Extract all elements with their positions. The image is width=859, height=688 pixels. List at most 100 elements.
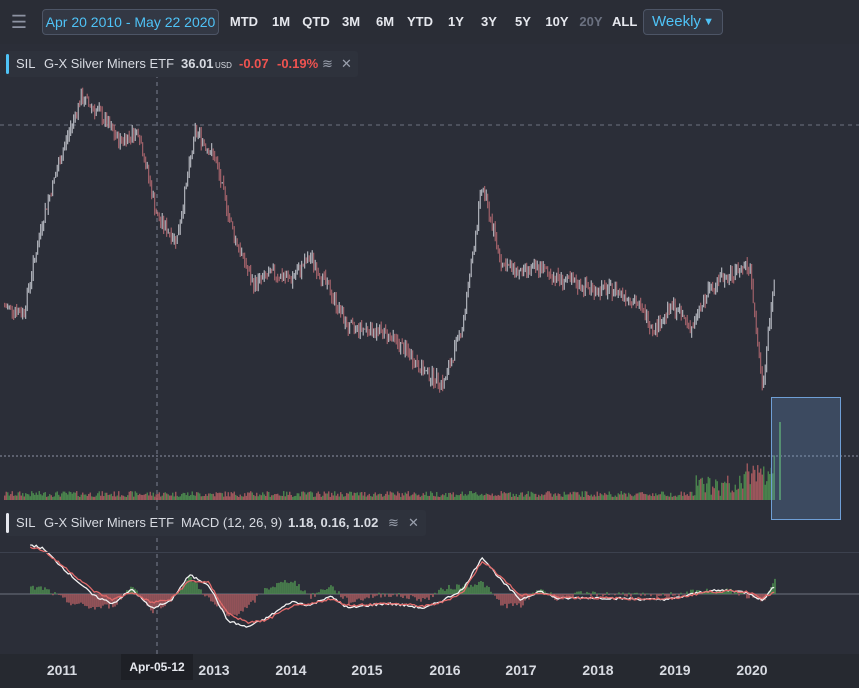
macd-histogram-bar: [230, 594, 232, 615]
range-button-all[interactable]: ALL: [612, 14, 638, 29]
volume-bar: [487, 494, 489, 500]
macd-histogram-bar: [442, 589, 444, 594]
volume-bar: [383, 495, 385, 500]
macd-histogram-bar: [378, 592, 380, 594]
volume-bar: [152, 492, 154, 500]
volume-bar: [616, 496, 618, 500]
volume-bar: [710, 494, 712, 500]
macd-histogram-bar: [244, 594, 246, 608]
macd-histogram-bar: [566, 594, 568, 599]
macd-histogram-bar: [82, 594, 84, 604]
volume-bar: [242, 496, 244, 500]
interval-select[interactable]: Weekly ▼: [643, 9, 723, 35]
range-button-3m[interactable]: 3M: [341, 14, 361, 29]
range-button-1y[interactable]: 1Y: [448, 14, 464, 29]
macd-histogram-bar: [702, 593, 704, 594]
range-button-1m[interactable]: 1M: [271, 14, 291, 29]
volume-bar: [449, 492, 451, 500]
pane-separator[interactable]: [0, 552, 859, 553]
macd-histogram-bar: [168, 594, 170, 600]
range-button-3y[interactable]: 3Y: [481, 14, 497, 29]
volume-bar: [32, 493, 34, 500]
volume-bar: [610, 494, 612, 500]
volume-bar: [779, 422, 781, 500]
volume-bar: [151, 495, 153, 500]
macd-histogram-bar: [156, 594, 158, 607]
close-icon[interactable]: ✕: [341, 56, 352, 71]
volume-bar: [520, 492, 522, 500]
macd-histogram-bar: [300, 590, 302, 594]
range-button-qtd[interactable]: QTD: [302, 14, 330, 29]
volume-bar: [134, 491, 136, 500]
volume-bar: [406, 493, 408, 500]
volume-bar: [428, 495, 430, 500]
volume-bar: [46, 496, 48, 500]
volume-bar: [664, 494, 666, 500]
volume-bar: [247, 492, 249, 500]
macd-histogram-bar: [138, 594, 140, 597]
volume-bar: [758, 472, 760, 500]
chart-area[interactable]: SIL G-X Silver Miners ETF 36.01 USD -0.0…: [0, 44, 859, 654]
volume-bar: [116, 495, 118, 500]
macd-histogram-bar: [458, 584, 460, 594]
volume-bar: [680, 491, 682, 500]
macd-histogram-bar: [284, 580, 286, 594]
range-button-20y[interactable]: 20Y: [579, 14, 603, 29]
volume-bar: [539, 496, 541, 500]
menu-icon[interactable]: ☰: [10, 12, 28, 32]
macd-histogram-bar: [498, 594, 500, 600]
volume-bar: [679, 494, 681, 500]
price-legend[interactable]: SIL G-X Silver Miners ETF 36.01 USD -0.0…: [6, 51, 358, 77]
macd-histogram-bar: [396, 594, 398, 597]
volume-bar: [602, 495, 604, 500]
volume-bar: [128, 491, 130, 500]
macd-histogram-bar: [196, 583, 198, 594]
volume-bar: [469, 491, 471, 500]
volume-bar: [482, 495, 484, 500]
volume-bar: [169, 495, 171, 500]
volume-bar: [472, 493, 474, 500]
macd-histogram-bar: [680, 592, 682, 594]
volume-bar: [601, 494, 603, 500]
volume-bar: [286, 491, 288, 500]
macd-histogram-bar: [508, 594, 510, 604]
macd-histogram-bar: [406, 594, 408, 599]
close-icon[interactable]: ✕: [408, 515, 419, 530]
range-button-5y[interactable]: 5Y: [515, 14, 531, 29]
volume-bar: [356, 492, 358, 500]
volume-bar: [386, 491, 388, 500]
layers-icon[interactable]: ≋: [388, 515, 399, 530]
macd-histogram-bar: [356, 594, 358, 600]
layers-icon[interactable]: ≋: [322, 56, 333, 71]
volume-bar: [302, 491, 304, 500]
macd-histogram-bar: [672, 594, 674, 596]
range-button-6m[interactable]: 6M: [375, 14, 395, 29]
volume-bar: [43, 492, 45, 500]
macd-histogram-bar: [586, 591, 588, 594]
volume-bar: [755, 481, 757, 500]
volume-bar: [250, 491, 252, 500]
macd-legend[interactable]: SIL G-X Silver Miners ETF MACD (12, 26, …: [6, 510, 426, 536]
range-button-mtd[interactable]: MTD: [229, 14, 259, 29]
date-range-picker[interactable]: Apr 20 2010 - May 22 2020: [42, 9, 219, 35]
volume-bar: [749, 484, 751, 500]
volume-bar: [716, 481, 718, 500]
chart-canvas[interactable]: [0, 44, 859, 654]
volume-bar: [223, 496, 225, 500]
range-button-ytd[interactable]: YTD: [407, 14, 433, 29]
macd-histogram-bar: [414, 594, 416, 598]
x-axis-label: 2016: [429, 662, 461, 678]
macd-histogram-bar: [576, 591, 578, 594]
range-button-10y[interactable]: 10Y: [545, 14, 569, 29]
macd-histogram-bar: [58, 594, 60, 595]
macd-histogram-bar: [526, 594, 528, 598]
volume-bar: [235, 494, 237, 500]
volume-bar: [409, 496, 411, 500]
volume-bar: [187, 492, 189, 500]
macd-histogram-bar: [734, 592, 736, 594]
volume-bar: [86, 496, 88, 500]
macd-histogram-bar: [178, 592, 180, 594]
volume-bar: [437, 496, 439, 500]
volume-bar: [239, 494, 241, 500]
selection-rectangle[interactable]: [771, 397, 841, 520]
